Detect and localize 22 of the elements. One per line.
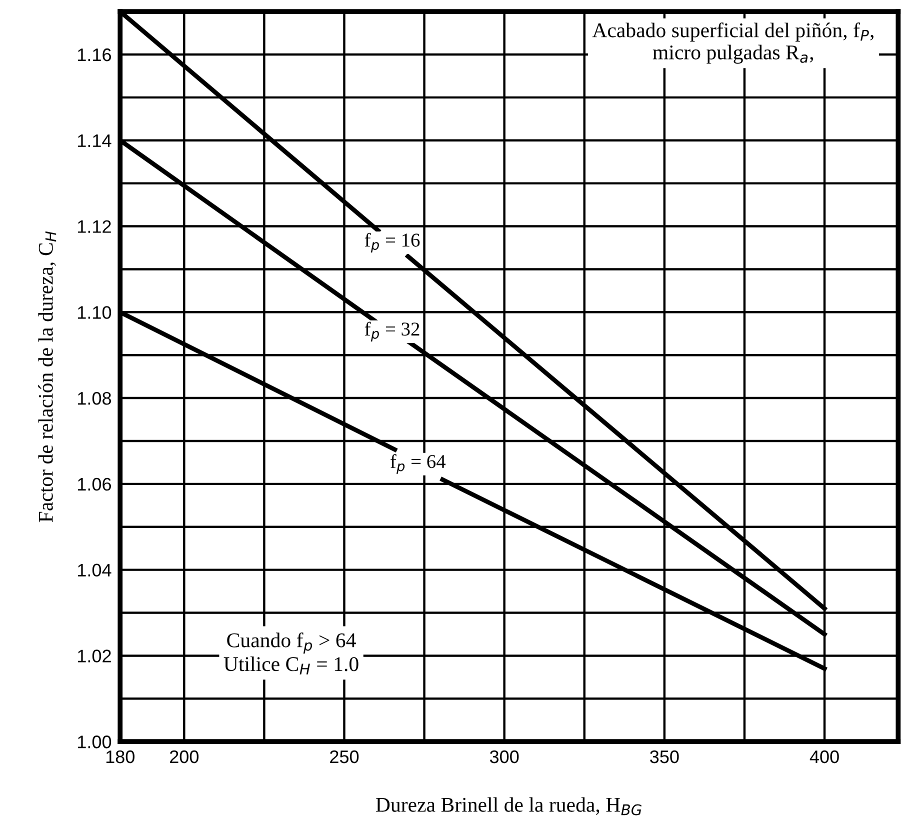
x-tick-label: 200 [170, 750, 199, 764]
y-tick-label: 1.10 [78, 306, 112, 319]
y-axis-title: Factor de relación de la dureza, C$_{H}$ [38, 231, 56, 522]
x-tick-label: 300 [490, 750, 519, 764]
y-tick-label: 1.00 [78, 736, 112, 748]
x-tick-label: 350 [650, 750, 679, 764]
series-label: f$_{p}$ = 16 [364, 232, 420, 253]
y-tick-label: 1.14 [78, 134, 112, 147]
y-tick-label: 1.16 [78, 48, 111, 62]
y-tick-label: 1.06 [78, 478, 111, 491]
series-label: f$_{p}$ = 64 [390, 454, 446, 474]
x-axis-title: Dureza Brinell de la rueda, H$_{BG}$ [376, 797, 642, 816]
y-tick-label: 1.04 [78, 564, 112, 577]
y-tick-label: 1.12 [78, 220, 111, 233]
x-tick-label: 180 [106, 750, 134, 764]
annotation: Cuando f$_{p}$ > 64 Utilice C$_{H}$ = 1.0 [224, 632, 358, 674]
x-tick-label: 400 [810, 750, 839, 764]
series-label: f$_{p}$ = 32 [364, 322, 420, 342]
y-tick-label: 1.02 [78, 650, 111, 662]
text: Acabado superficial del piñón, f$_{P}$, micro pulgadas R$_{a}$, [592, 22, 874, 64]
x-tick-label: 250 [330, 750, 359, 764]
y-tick-label: 1.08 [78, 392, 112, 405]
